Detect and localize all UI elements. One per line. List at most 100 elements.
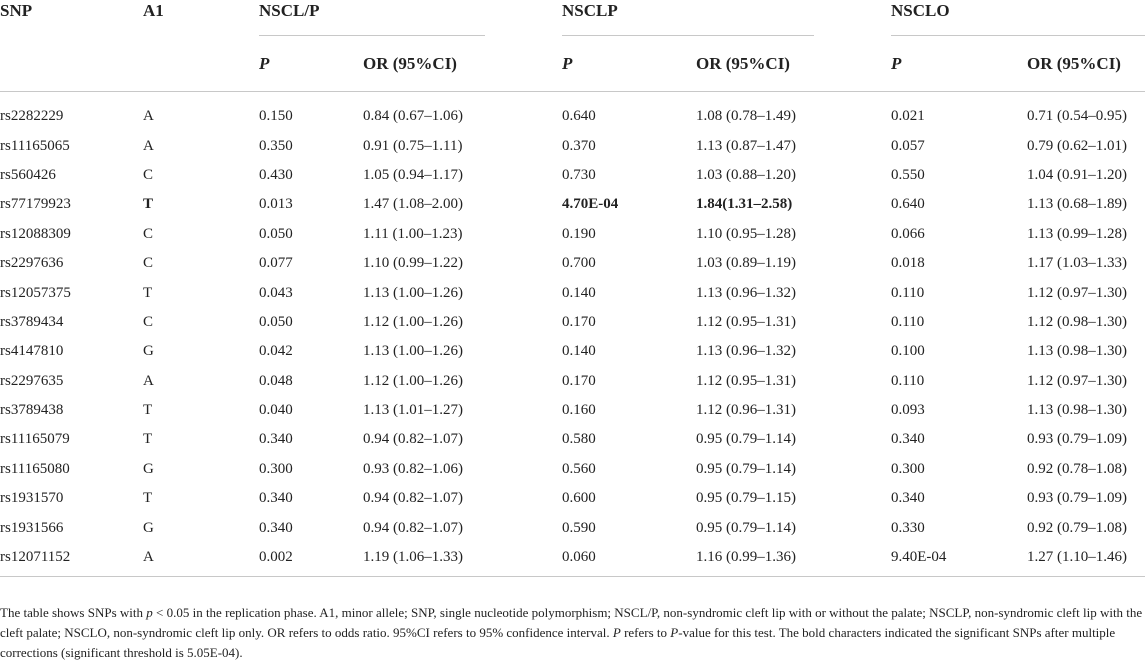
odds-ratio-cell: 1.12 (1.00–1.26) [363, 313, 463, 330]
p-value-cell: 0.340 [891, 490, 925, 507]
header-p-value: P [259, 36, 363, 92]
snp-id-cell: rs11165080 [0, 460, 70, 477]
allele-cell: G [143, 343, 154, 360]
p-value-cell: 0.040 [259, 402, 293, 419]
snp-id-cell: rs4147810 [0, 343, 64, 360]
snp-id-cell: rs12057375 [0, 284, 71, 301]
allele-cell: C [143, 166, 154, 183]
p-value-cell: 0.066 [891, 225, 925, 242]
p-value-cell: 0.730 [562, 166, 596, 183]
p-value-cell: 0.013 [259, 196, 293, 213]
footnote-text: refers to [620, 625, 671, 640]
p-value-cell: 0.640 [562, 108, 596, 125]
table-row: rs4147810 G 0.042 1.13 (1.00–1.26) 0.140 1.13… [0, 337, 1145, 366]
table-header: SNP A1 NSCL/P NSCLP NSCLO P [0, 0, 1145, 92]
odds-ratio-cell: 1.17 (1.03–1.33) [1027, 255, 1127, 272]
allele-cell: T [143, 402, 153, 419]
allele-cell: C [143, 255, 154, 272]
p-value-cell: 0.300 [259, 460, 293, 477]
snp-id-cell: rs560426 [0, 166, 56, 183]
allele-cell: A [143, 372, 154, 389]
group-label: NSCLO [891, 1, 950, 20]
table-row: rs11165080 G 0.300 0.93 (0.82–1.06) 0.560 0.9… [0, 455, 1145, 484]
odds-ratio-cell: 1.12 (0.96–1.31) [696, 402, 796, 419]
p-value-cell: 0.370 [562, 137, 596, 154]
snp-id-cell: rs11165065 [0, 137, 70, 154]
header-group-nsclo: NSCLO [891, 0, 1145, 36]
odds-ratio-cell: 0.84 (0.67–1.06) [363, 108, 463, 125]
snp-id-cell: rs2282229 [0, 108, 64, 125]
odds-ratio-cell: 0.93 (0.82–1.06) [363, 460, 463, 477]
p-value-cell: 0.170 [562, 372, 596, 389]
group-underline [562, 35, 814, 36]
p-value-cell: 0.190 [562, 225, 596, 242]
p-value-cell: 0.140 [562, 343, 596, 360]
table-row: rs12057375 T 0.043 1.13 (1.00–1.26) 0.140 1.1… [0, 278, 1145, 307]
allele-cell: C [143, 225, 154, 242]
snp-id-cell: rs12071152 [0, 542, 143, 578]
allele-cell: A [143, 108, 154, 125]
p-value-cell: 0.340 [259, 431, 293, 448]
p-value-cell: 0.640 [891, 196, 925, 213]
odds-ratio-cell: 1.13 (0.99–1.28) [1027, 225, 1127, 242]
p-value-cell: 0.340 [259, 490, 293, 507]
group-label: NSCLP [562, 1, 618, 20]
odds-ratio-cell: 1.13 (0.96–1.32) [696, 284, 796, 301]
odds-ratio-cell: 1.04 (0.91–1.20) [1027, 166, 1127, 183]
table-row: rs11165065 A 0.350 0.91 (0.75–1.11) 0.370 1.1… [0, 131, 1145, 160]
p-value-cell: 0.043 [259, 284, 293, 301]
table-row: rs11165079 T 0.340 0.94 (0.82–1.07) 0.580 0.9… [0, 425, 1145, 454]
odds-ratio-cell: 0.95 (0.79–1.14) [696, 460, 796, 477]
group-underline [891, 35, 1145, 36]
allele-cell: A [143, 137, 154, 154]
p-value-cell: 0.600 [562, 490, 596, 507]
snp-id-cell: rs77179923 [0, 196, 71, 213]
odds-ratio-cell: 1.10 (0.95–1.28) [696, 225, 796, 242]
p-value-cell: 0.330 [891, 519, 925, 536]
odds-ratio-cell: 1.11 (1.00–1.23) [363, 225, 463, 242]
p-value-cell: 4.70E-04 [562, 196, 619, 213]
odds-ratio-cell: 1.12 (0.97–1.30) [1027, 372, 1127, 389]
p-value-cell: 0.580 [562, 431, 596, 448]
header-group-nsclp-all: NSCL/P [259, 0, 562, 36]
p-value-cell: 0.050 [259, 313, 293, 330]
p-value-cell: 0.042 [259, 343, 293, 360]
p-value-cell: 0.300 [891, 460, 925, 477]
odds-ratio-cell: 0.71 (0.54–0.95) [1027, 108, 1127, 125]
allele-cell: G [143, 460, 154, 477]
odds-ratio-cell: 0.94 (0.82–1.07) [363, 490, 463, 507]
table-row: rs3789434 C 0.050 1.12 (1.00–1.26) 0.170 1.12… [0, 308, 1145, 337]
allele-cell: T [143, 490, 153, 507]
header-odds-ratio: OR (95%CI) [1027, 36, 1145, 92]
odds-ratio-cell: 0.94 (0.82–1.07) [363, 519, 463, 536]
odds-ratio-cell: 1.13 (1.01–1.27) [363, 402, 463, 419]
header-a1: A1 [143, 1, 164, 20]
p-value-cell: 0.110 [891, 284, 925, 301]
header-row-groups: SNP A1 NSCL/P NSCLP NSCLO [0, 0, 1145, 36]
allele-cell: A [143, 542, 259, 578]
odds-ratio-cell: 1.13 (0.98–1.30) [1027, 343, 1127, 360]
p-value-cell: 0.430 [259, 166, 293, 183]
odds-ratio-cell: 0.91 (0.75–1.11) [363, 137, 463, 154]
p-value-cell: 0.590 [562, 519, 596, 536]
table-row: rs3789438 T 0.040 1.13 (1.01–1.27) 0.160 1.12… [0, 396, 1145, 425]
snp-id-cell: rs2297635 [0, 372, 64, 389]
header-empty [143, 36, 259, 92]
allele-cell: T [143, 196, 154, 213]
footnote-italic-p: p [146, 605, 153, 620]
allele-cell: G [143, 519, 154, 536]
snp-id-cell: rs1931570 [0, 490, 64, 507]
odds-ratio-cell: 1.03 (0.88–1.20) [696, 166, 796, 183]
odds-ratio-cell: 0.93 (0.79–1.09) [1027, 431, 1127, 448]
snp-association-table: SNP A1 NSCL/P NSCLP NSCLO P [0, 0, 1145, 578]
table-row: rs560426 C 0.430 1.05 (0.94–1.17) 0.730 1.03 … [0, 161, 1145, 190]
snp-id-cell: rs3789438 [0, 402, 64, 419]
table-row: rs2282229 A 0.150 0.84 (0.67–1.06) 0.640 1.08… [0, 92, 1145, 132]
odds-ratio-cell: 0.95 (0.79–1.14) [696, 519, 796, 536]
p-value-cell: 0.700 [562, 255, 596, 272]
odds-ratio-cell: 1.12 (0.95–1.31) [696, 313, 796, 330]
p-value-cell: 0.170 [562, 313, 596, 330]
table-body: rs2282229 A 0.150 0.84 (0.67–1.06) 0.640 1.08… [0, 92, 1145, 578]
allele-cell: T [143, 431, 153, 448]
